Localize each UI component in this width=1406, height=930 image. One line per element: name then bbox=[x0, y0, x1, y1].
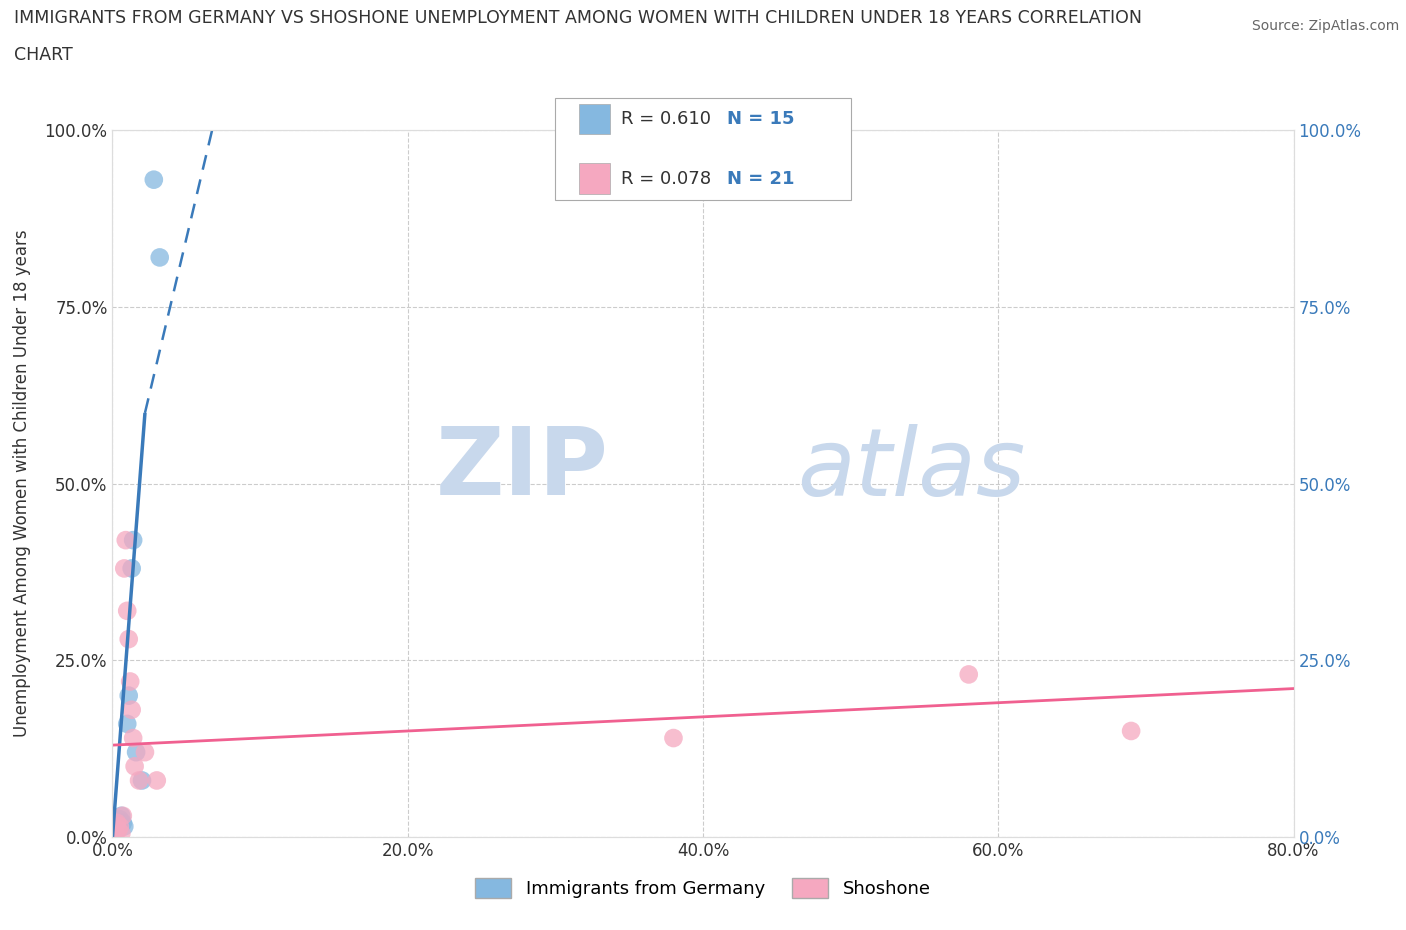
Point bbox=[118, 631, 141, 646]
Point bbox=[108, 812, 131, 827]
Point bbox=[110, 826, 132, 841]
Point bbox=[110, 808, 132, 823]
Y-axis label: Unemployment Among Women with Children Under 18 years: Unemployment Among Women with Children U… bbox=[13, 230, 31, 737]
Point bbox=[117, 716, 138, 731]
Point bbox=[114, 533, 136, 548]
Point bbox=[146, 773, 169, 788]
Point bbox=[103, 822, 125, 837]
Point bbox=[104, 822, 127, 837]
Text: Source: ZipAtlas.com: Source: ZipAtlas.com bbox=[1251, 19, 1399, 33]
Point bbox=[121, 561, 143, 576]
Point bbox=[957, 667, 980, 682]
Text: atlas: atlas bbox=[797, 424, 1026, 515]
Point bbox=[134, 745, 156, 760]
Point bbox=[131, 773, 153, 788]
Point bbox=[149, 250, 172, 265]
Point bbox=[111, 808, 134, 823]
Point bbox=[128, 773, 150, 788]
Point bbox=[122, 533, 145, 548]
Point bbox=[112, 561, 135, 576]
Point bbox=[112, 819, 135, 834]
Point bbox=[120, 674, 142, 689]
Point bbox=[105, 816, 128, 830]
Text: R = 0.610: R = 0.610 bbox=[621, 110, 728, 128]
Text: CHART: CHART bbox=[14, 46, 73, 64]
Point bbox=[111, 816, 134, 830]
Point bbox=[107, 822, 129, 837]
Point bbox=[108, 819, 131, 834]
Text: N = 15: N = 15 bbox=[727, 110, 794, 128]
Point bbox=[124, 759, 146, 774]
Point bbox=[104, 826, 127, 841]
Point bbox=[125, 745, 148, 760]
Text: N = 21: N = 21 bbox=[727, 169, 794, 188]
Text: ZIP: ZIP bbox=[436, 423, 609, 515]
Point bbox=[117, 604, 138, 618]
Legend: Immigrants from Germany, Shoshone: Immigrants from Germany, Shoshone bbox=[468, 870, 938, 906]
Point bbox=[118, 688, 141, 703]
Point bbox=[662, 731, 685, 746]
Point bbox=[1119, 724, 1142, 738]
Point bbox=[142, 172, 165, 187]
Text: IMMIGRANTS FROM GERMANY VS SHOSHONE UNEMPLOYMENT AMONG WOMEN WITH CHILDREN UNDER: IMMIGRANTS FROM GERMANY VS SHOSHONE UNEM… bbox=[14, 9, 1142, 27]
Point bbox=[105, 816, 128, 830]
Point bbox=[122, 731, 145, 746]
Point bbox=[121, 702, 143, 717]
Point bbox=[107, 819, 129, 834]
Text: R = 0.078: R = 0.078 bbox=[621, 169, 728, 188]
